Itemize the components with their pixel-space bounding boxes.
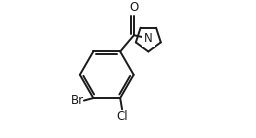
Text: O: O: [129, 1, 138, 14]
Text: Cl: Cl: [116, 110, 128, 123]
Text: N: N: [144, 32, 153, 45]
Text: Br: Br: [70, 94, 83, 107]
Text: N: N: [144, 32, 153, 45]
